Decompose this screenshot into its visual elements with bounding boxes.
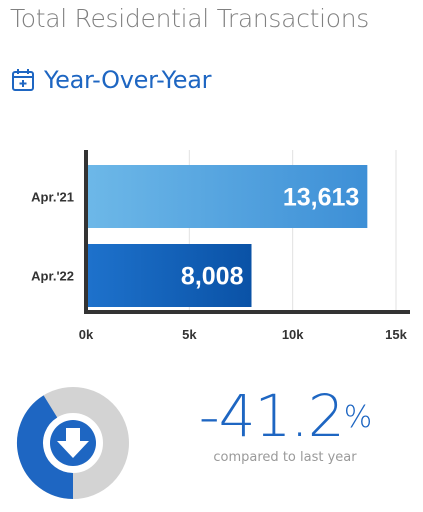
x-tick-label: 10k xyxy=(282,327,304,342)
change-donut xyxy=(16,386,130,500)
x-tick-label: 0k xyxy=(79,327,94,342)
change-donut-svg xyxy=(17,387,129,499)
bar-value-label: 13,613 xyxy=(283,184,359,212)
section-heading: Year-Over-Year xyxy=(10,66,212,94)
section-heading-label: Year-Over-Year xyxy=(44,66,212,94)
bar xyxy=(86,165,368,228)
page-title: Total Residential Transactions xyxy=(10,4,370,33)
change-unit: % xyxy=(343,400,372,435)
y-category-label: Apr.'21 xyxy=(31,190,74,205)
bar-value-label: 8,008 xyxy=(181,263,244,291)
y-category-label: Apr.'22 xyxy=(31,269,74,284)
change-caption: compared to last year xyxy=(213,450,357,465)
x-tick-label: 5k xyxy=(182,327,197,342)
change-summary: -41.2% compared to last year xyxy=(178,386,392,465)
donut-ring-fill xyxy=(17,395,74,499)
bar-chart-svg: 13,613 8,008 0k 5k 10k 15k Apr.'21 Apr.'22 xyxy=(31,150,410,342)
change-percentage: -41.2% xyxy=(178,386,392,446)
bar-chart: 13,613 8,008 0k 5k 10k 15k Apr.'21 Apr.'22 xyxy=(0,140,423,355)
chart-bars: 13,613 8,008 xyxy=(86,165,368,307)
calendar-plus-icon xyxy=(10,67,36,93)
chart-axes: 0k 5k 10k 15k Apr.'21 Apr.'22 xyxy=(31,150,410,342)
arrow-down-icon xyxy=(50,420,96,466)
bar xyxy=(86,244,252,307)
x-tick-label: 15k xyxy=(385,327,407,342)
change-value: -41.2 xyxy=(198,382,345,450)
